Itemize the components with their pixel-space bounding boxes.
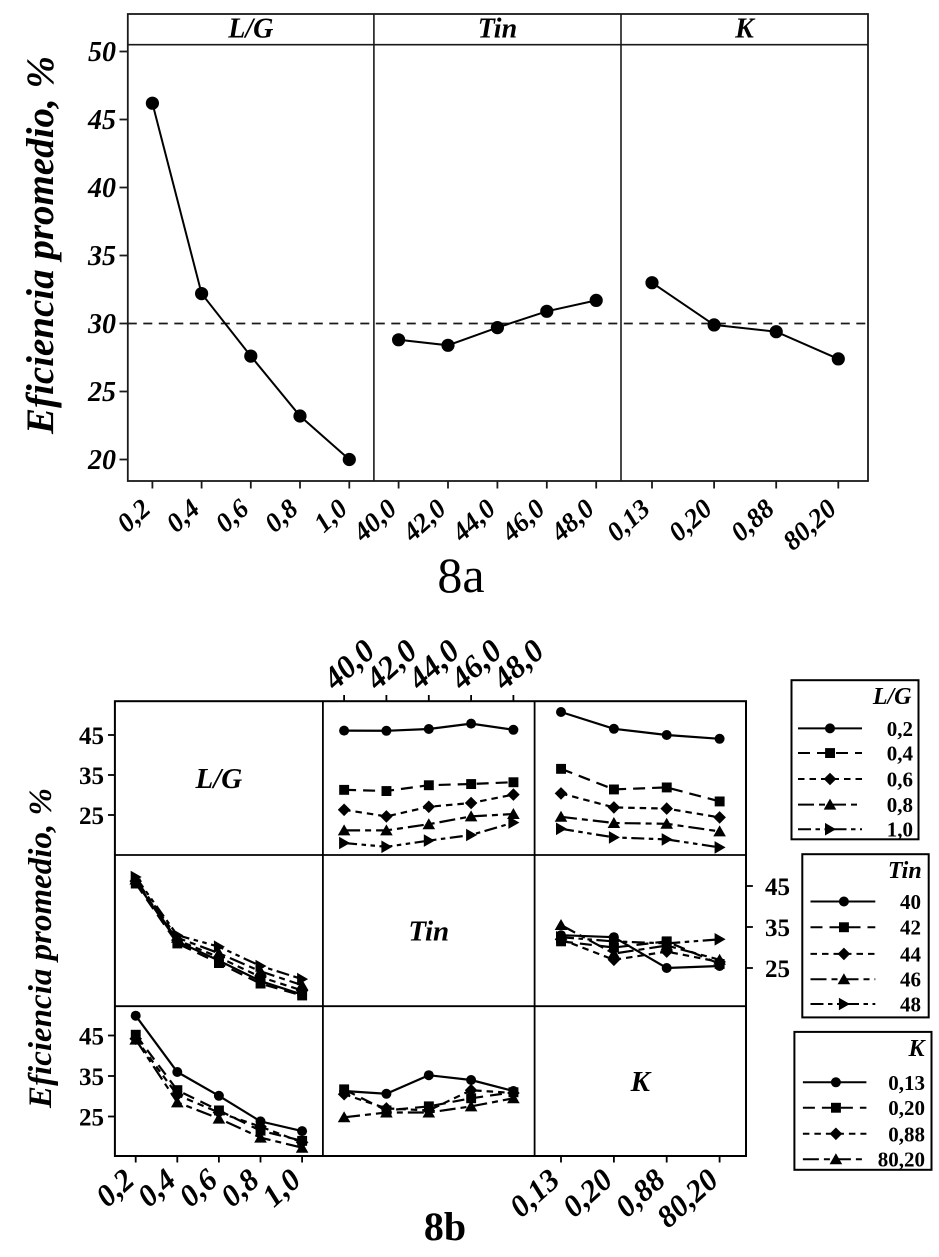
svg-text:44: 44: [900, 942, 922, 966]
svg-text:35: 35: [87, 241, 116, 272]
svg-text:45: 45: [79, 1024, 104, 1051]
svg-text:40: 40: [900, 890, 921, 914]
svg-text:0,8: 0,8: [887, 793, 913, 817]
svg-text:45: 45: [765, 874, 790, 901]
svg-text:K: K: [630, 1066, 652, 1098]
svg-text:42: 42: [900, 916, 921, 940]
svg-text:30: 30: [87, 309, 116, 340]
svg-text:25: 25: [765, 956, 790, 983]
svg-text:50: 50: [88, 37, 116, 68]
svg-text:L/G: L/G: [227, 14, 273, 45]
svg-text:45: 45: [87, 105, 116, 136]
svg-text:Tin: Tin: [408, 916, 449, 948]
svg-text:45: 45: [79, 723, 104, 750]
svg-text:35: 35: [79, 1064, 104, 1091]
svg-text:0,6: 0,6: [887, 768, 913, 792]
svg-text:Eficiencia promedio, %: Eficiencia promedio, %: [23, 788, 59, 1109]
svg-text:46: 46: [900, 968, 921, 992]
svg-text:25: 25: [79, 1105, 104, 1132]
svg-text:Eficiencia promedio, %: Eficiencia promedio, %: [19, 56, 62, 435]
svg-text:Tin: Tin: [478, 14, 517, 45]
svg-text:1,0: 1,0: [887, 818, 913, 842]
svg-text:20: 20: [87, 445, 116, 476]
svg-text:8a: 8a: [437, 547, 484, 603]
svg-text:8b: 8b: [424, 1204, 466, 1249]
svg-text:40: 40: [87, 173, 116, 204]
svg-text:L/G: L/G: [872, 684, 912, 710]
svg-text:80,20: 80,20: [878, 1148, 925, 1172]
svg-text:35: 35: [765, 915, 790, 942]
svg-text:25: 25: [87, 377, 116, 408]
svg-text:0,2: 0,2: [887, 717, 913, 741]
svg-text:0,4: 0,4: [887, 742, 914, 766]
svg-text:L/G: L/G: [195, 763, 243, 795]
svg-text:K: K: [734, 14, 756, 45]
svg-text:0,13: 0,13: [888, 1071, 925, 1095]
svg-text:0,20: 0,20: [888, 1096, 925, 1120]
svg-text:0,88: 0,88: [888, 1122, 925, 1146]
svg-text:Tin: Tin: [888, 858, 922, 884]
svg-text:48: 48: [900, 993, 921, 1017]
svg-text:K: K: [907, 1036, 926, 1062]
svg-text:25: 25: [79, 803, 104, 830]
svg-text:35: 35: [79, 763, 104, 790]
